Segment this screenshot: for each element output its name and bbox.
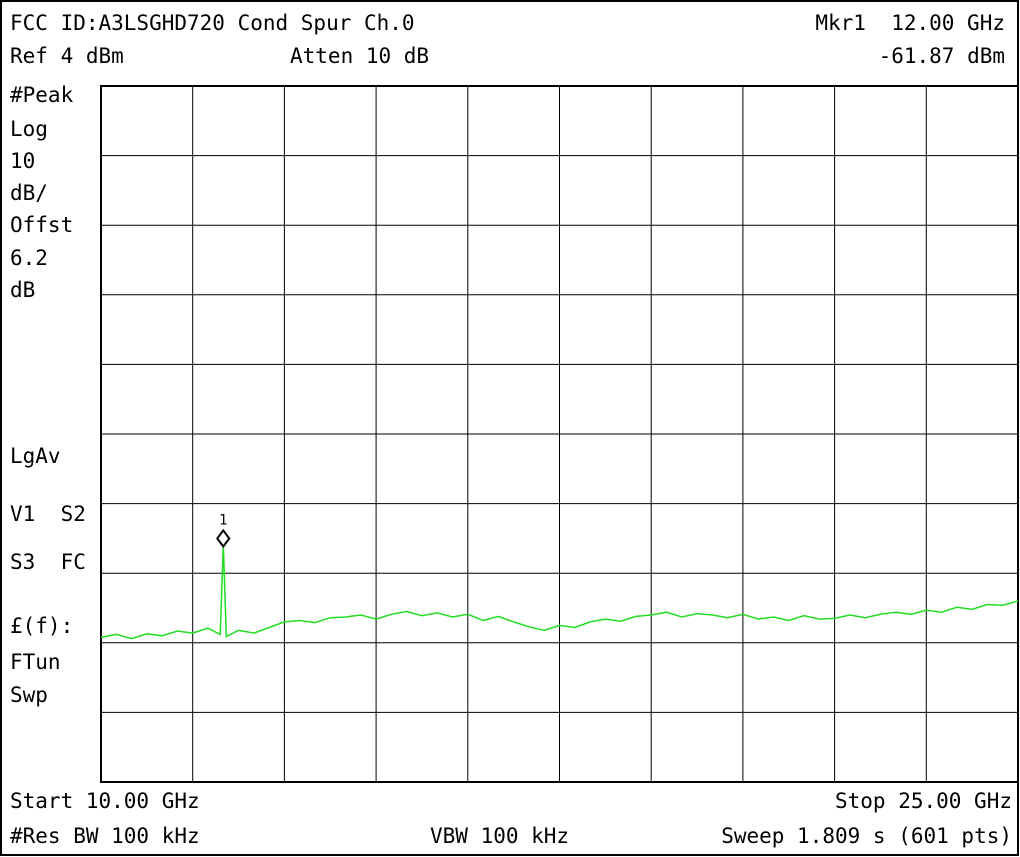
- side-label: Log: [10, 117, 48, 141]
- stop-freq: Stop 25.00 GHz: [835, 789, 1012, 813]
- side-label: FTun: [10, 650, 61, 674]
- ref-level: Ref 4 dBm: [10, 44, 124, 68]
- side-label: 10: [10, 149, 35, 173]
- side-label: 6.2: [10, 246, 48, 270]
- marker-readout: Mkr1 12.00 GHz: [815, 11, 1005, 35]
- side-label: Offst: [10, 213, 73, 237]
- plot-border: [100, 85, 1019, 783]
- title: FCC ID:A3LSGHD720 Cond Spur Ch.0: [10, 11, 415, 35]
- side-label: £(f):: [10, 614, 73, 638]
- side-label: S3 FC: [10, 550, 86, 574]
- sweep: Sweep 1.809 s (601 pts): [721, 824, 1012, 848]
- side-label: V1 S2: [10, 502, 86, 526]
- marker-level: -61.87 dBm: [879, 44, 1005, 68]
- marker-label: 1: [219, 512, 227, 528]
- trace: [100, 544, 1019, 640]
- side-label: dB/: [10, 181, 48, 205]
- side-label: dB: [10, 278, 35, 302]
- res-bw: #Res BW 100 kHz: [10, 824, 200, 848]
- side-label: LgAv: [10, 444, 61, 468]
- side-label: #Peak: [10, 83, 74, 107]
- side-label: Swp: [10, 683, 48, 707]
- marker-diamond: [216, 528, 231, 549]
- start-freq: Start 10.00 GHz: [10, 789, 200, 813]
- vbw: VBW 100 kHz: [430, 824, 569, 848]
- attenuation: Atten 10 dB: [290, 44, 429, 68]
